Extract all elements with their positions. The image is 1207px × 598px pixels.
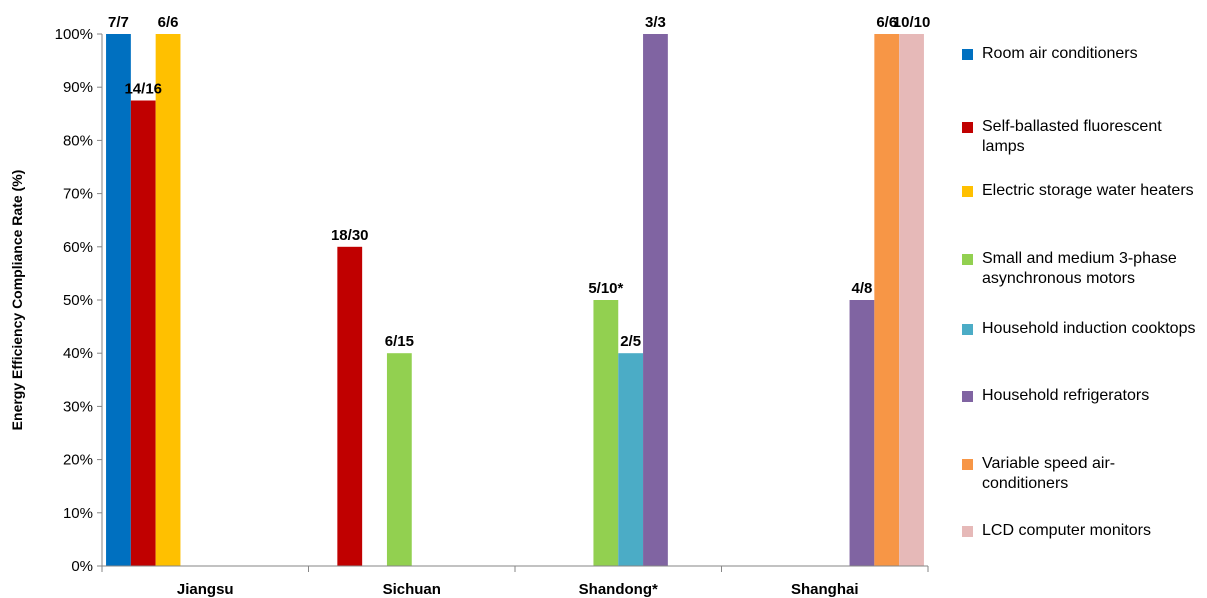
x-category-label: Jiangsu — [177, 581, 234, 598]
y-tick-label: 20% — [63, 452, 93, 469]
x-category-label: Sichuan — [383, 581, 441, 598]
data-label: 14/16 — [124, 81, 162, 98]
bar — [386, 353, 412, 566]
legend-label: Household refrigerators — [982, 387, 1150, 404]
x-axis-labels: Jiangsu Sichuan Shandong* Shanghai — [177, 581, 859, 598]
bar — [106, 34, 131, 566]
legend-label: Small and medium 3-phase asynchronous mo… — [982, 250, 1177, 287]
y-tick-label: 50% — [63, 292, 93, 309]
y-tick-label: 0% — [71, 558, 93, 575]
legend-swatch — [962, 254, 973, 265]
bar — [130, 100, 156, 566]
data-label: 18/30 — [331, 227, 369, 244]
bar — [849, 300, 875, 566]
legend-swatch — [962, 391, 973, 402]
bar — [643, 34, 668, 566]
y-tick-label: 100% — [55, 26, 93, 43]
legend-swatch — [962, 324, 973, 335]
legend-label: Electric storage water heaters — [982, 182, 1194, 199]
data-labels: 7/714/1618/306/66/155/10*2/53/34/86/610/… — [108, 14, 930, 350]
legend-swatch — [962, 122, 973, 133]
bar — [593, 300, 619, 566]
legend-label: Variable speed air-conditioners — [982, 455, 1116, 492]
y-tick-label: 30% — [63, 398, 93, 415]
legend-item: Self-ballasted fluorescent lamps — [962, 117, 1202, 157]
axes — [101, 34, 929, 572]
data-label: 6/15 — [385, 333, 414, 350]
data-label: 6/6 — [876, 14, 897, 31]
legend-item: Household refrigerators — [962, 386, 1202, 406]
data-label: 3/3 — [645, 14, 666, 31]
legend-item: LCD computer monitors — [962, 521, 1202, 541]
x-category-label: Shanghai — [791, 581, 859, 598]
bar — [155, 34, 181, 566]
legend-label: Room air conditioners — [982, 45, 1138, 62]
legend-item: Small and medium 3-phase asynchronous mo… — [962, 249, 1202, 289]
legend-swatch — [962, 186, 973, 197]
data-label: 4/8 — [852, 280, 873, 297]
legend-item: Variable speed air-conditioners — [962, 454, 1202, 494]
legend-item: Room air conditioners — [962, 44, 1202, 64]
legend-swatch — [962, 459, 973, 470]
y-tick-label: 70% — [63, 186, 93, 203]
data-label: 10/10 — [893, 14, 931, 31]
y-tick-label: 10% — [63, 505, 93, 522]
legend-item: Electric storage water heaters — [962, 181, 1202, 201]
bar — [899, 34, 924, 566]
legend: Room air conditioners Self-ballasted fluo… — [962, 0, 1202, 598]
y-tick-label: 40% — [63, 345, 93, 362]
data-label: 5/10* — [588, 280, 623, 297]
bar — [874, 34, 900, 566]
bar — [618, 353, 644, 566]
y-axis-title: Energy Efficiency Compliance Rate (%) — [9, 170, 25, 431]
y-axis-ticks: 0% 10% 20% 30% 40% 50% 60% 70% 80% 90% 100% — [55, 26, 102, 575]
bars — [106, 34, 924, 567]
legend-label: Self-ballasted fluorescent lamps — [982, 118, 1162, 155]
legend-swatch — [962, 49, 973, 60]
bar-chart: 0% 10% 20% 30% 40% 50% 60% 70% 80% 90% 100% 7/7 14/… — [9, 14, 930, 598]
data-label: 6/6 — [158, 14, 179, 31]
y-tick-label: 80% — [63, 132, 93, 149]
y-tick-label: 90% — [63, 79, 93, 96]
data-label: 2/5 — [620, 333, 641, 350]
bar — [337, 246, 363, 567]
data-label: 7/7 — [108, 14, 129, 31]
legend-item: Household induction cooktops — [962, 319, 1202, 339]
y-tick-label: 60% — [63, 239, 93, 256]
x-category-label: Shandong* — [579, 581, 658, 598]
legend-label: Household induction cooktops — [982, 320, 1196, 337]
legend-label: LCD computer monitors — [982, 522, 1151, 539]
legend-swatch — [962, 526, 973, 537]
